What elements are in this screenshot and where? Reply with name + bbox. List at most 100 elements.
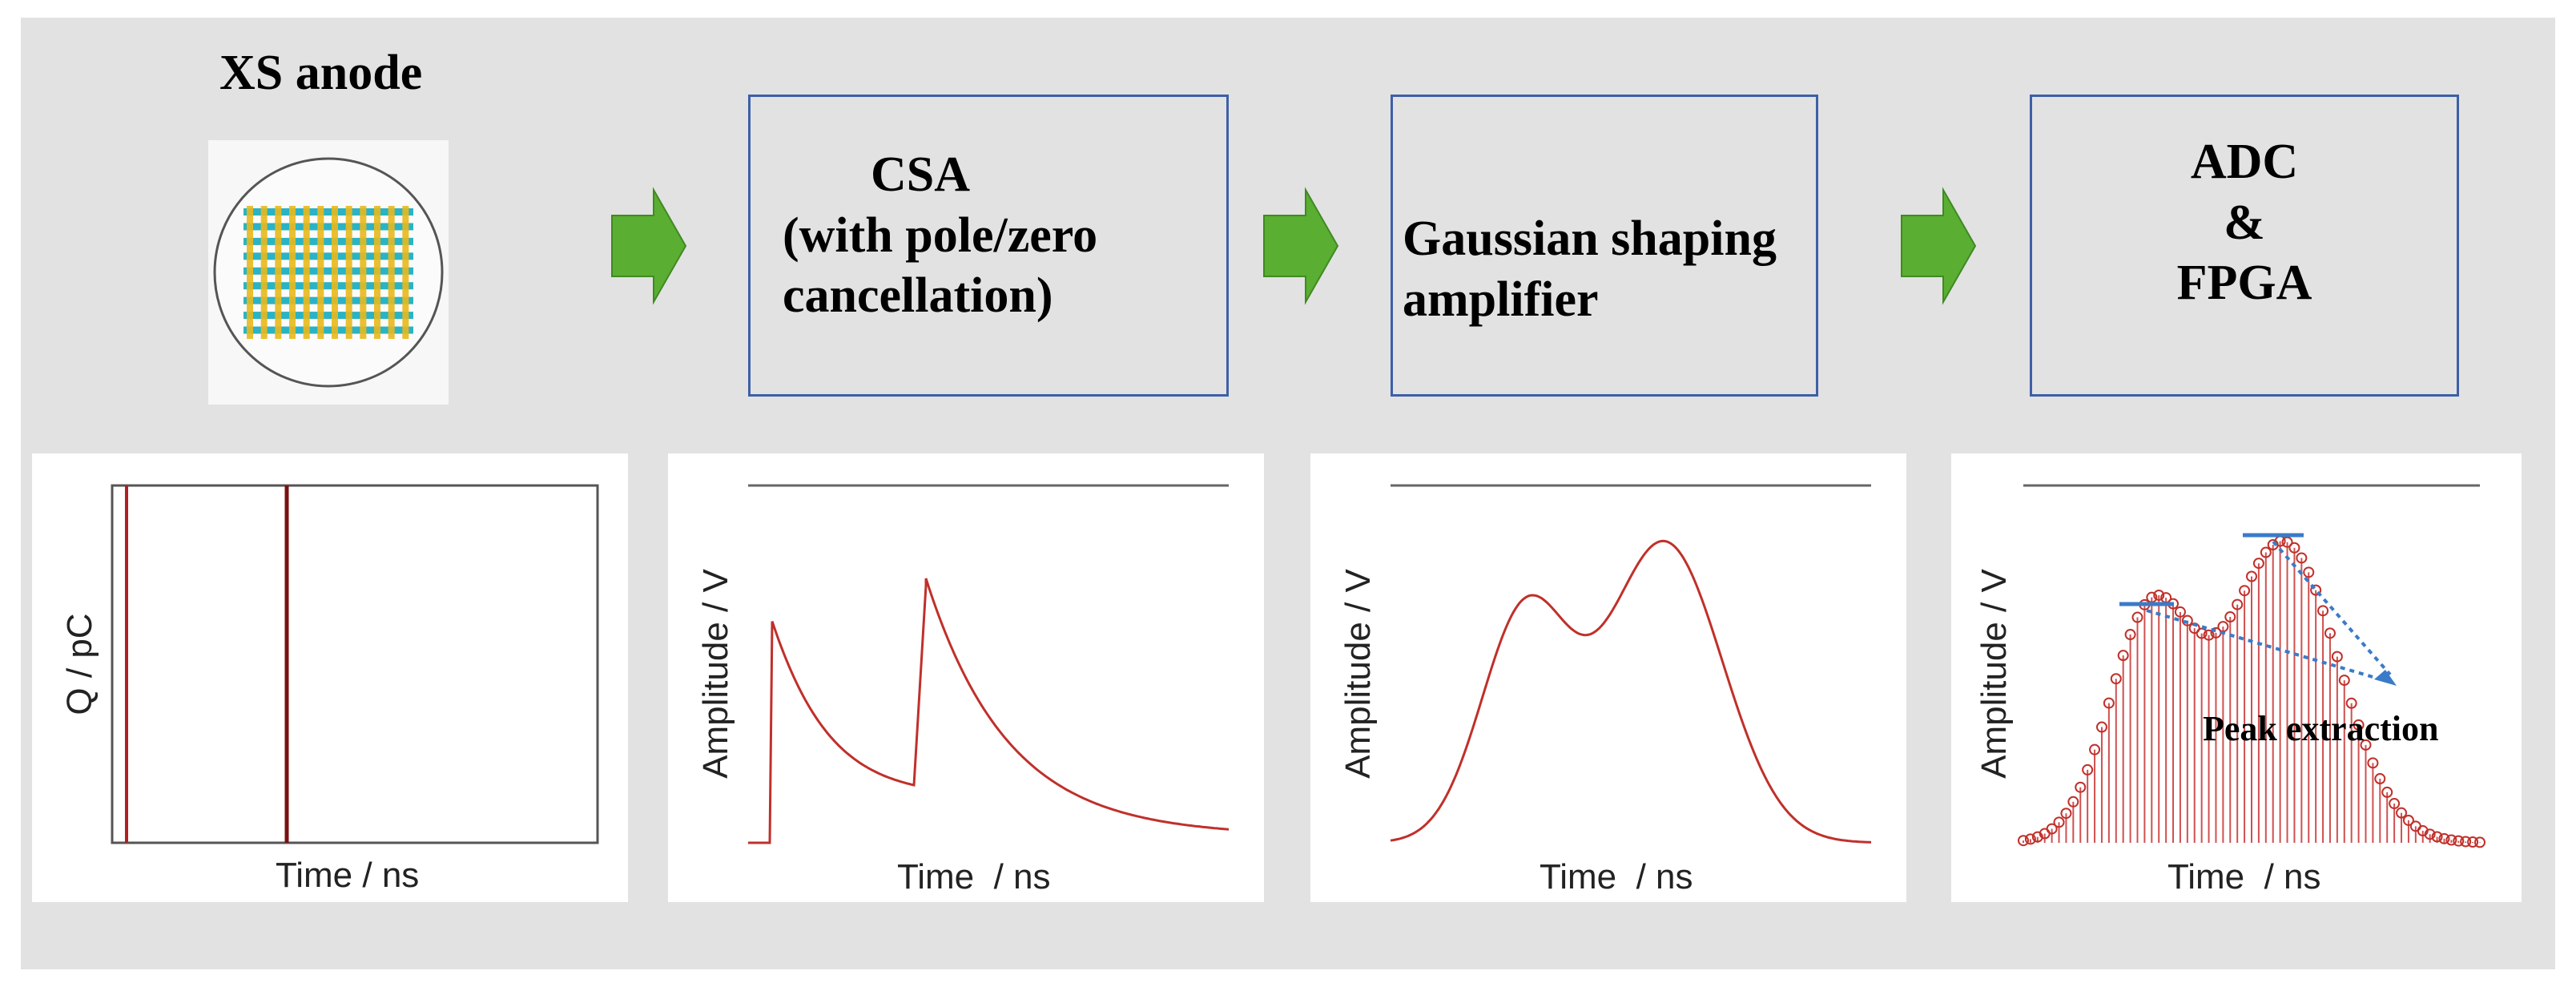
sample-point [2296, 552, 2308, 564]
csa-plot-ylabel: Amplitude / V [696, 569, 735, 779]
sample-point [2203, 629, 2215, 641]
adc-label-line-3: FPGA [2176, 256, 2312, 311]
csa-stage-box: CSA (with pole/zero cancellation) [748, 95, 1229, 397]
sample-point [2431, 831, 2443, 843]
csa-label-line-2: (with pole/zero [783, 207, 1098, 263]
csa-label-line-3: cancellation) [783, 268, 1053, 324]
peak-extraction-arrow-2 [2272, 540, 2392, 676]
adc-stage-box: ADC & FPGA [2030, 95, 2459, 397]
anode-strip-horizontal [244, 267, 413, 275]
sample-point [2324, 627, 2336, 639]
anode-strip-vertical [332, 206, 338, 339]
shaper-plot-card: Amplitude / V Time / ns [1310, 453, 1906, 902]
flow-arrow-2 [1263, 187, 1339, 305]
anode-strip-vertical [402, 206, 409, 339]
sample-point [2288, 542, 2300, 554]
sample-point [2224, 611, 2236, 623]
flow-arrow-3 [1901, 187, 1977, 305]
sample-point [2474, 836, 2485, 848]
anode-strip-vertical [374, 206, 380, 339]
sample-point [2317, 605, 2329, 617]
sample-markers [2018, 535, 2485, 848]
sample-point [2232, 598, 2244, 610]
anode-strip-vertical [289, 206, 296, 339]
sample-point [2345, 697, 2357, 709]
shaper-plot [1390, 484, 1872, 844]
sample-point [2360, 739, 2372, 751]
anode-svg [213, 157, 444, 388]
sample-point [2103, 697, 2115, 709]
anode-strip-horizontal [244, 252, 413, 260]
sampled-plot-ylabel: Amplitude / V [1974, 569, 2014, 779]
sample-point [2060, 808, 2072, 820]
sample-point [2131, 611, 2143, 623]
anode-strip-horizontal [244, 223, 413, 231]
csa-signal-line [748, 578, 1230, 844]
sample-point [2024, 833, 2036, 845]
sampled-plot [2018, 484, 2485, 848]
shaping-stage-box: Gaussian shaping amplifier [1391, 95, 1818, 397]
csa-plot [748, 484, 1230, 844]
sample-point [2467, 836, 2479, 848]
sample-point [2310, 584, 2322, 596]
flow-arrow-1 [611, 187, 687, 305]
peak-extraction-arrow-1 [2146, 609, 2385, 682]
sample-point [2353, 719, 2365, 731]
peak-extraction-arrowhead [2374, 670, 2397, 686]
sample-point [2424, 828, 2436, 840]
anode-title: XS anode [219, 46, 423, 100]
shaper-plot-xlabel: Time / ns [1540, 857, 1693, 896]
anode-strip-horizontal [244, 282, 413, 290]
anode-image [208, 140, 449, 405]
sample-point [2075, 781, 2087, 793]
sampled-plot-xlabel: Time / ns [2167, 857, 2321, 896]
anode-strip-vertical [247, 206, 253, 339]
sample-point [2260, 546, 2272, 558]
sample-point [2374, 773, 2386, 785]
sample-point [2389, 798, 2401, 810]
csa-plot-card: Amplitude / V Time / ns [668, 453, 1264, 902]
sample-point [2174, 606, 2186, 618]
adc-label-line-1: ADC [2190, 135, 2299, 189]
sample-point [2239, 585, 2251, 597]
sample-point [2402, 814, 2414, 826]
sample-point [2460, 836, 2472, 848]
sample-point [2338, 675, 2350, 687]
charge-plot-frame [111, 484, 599, 844]
sample-point [2445, 834, 2457, 846]
sample-point [2082, 763, 2094, 776]
sample-point [2381, 786, 2393, 798]
sample-point [2396, 807, 2408, 819]
charge-plot-card: Q / pC Time / ns [32, 453, 628, 902]
peak-extraction-label: Peak extraction [2203, 709, 2439, 748]
sample-point [2018, 835, 2029, 847]
anode-strip-vertical [317, 206, 324, 339]
sample-point [2281, 536, 2293, 548]
sample-point [2367, 757, 2379, 769]
charge-plot-ylabel: Q / pC [60, 613, 99, 715]
sample-point [2095, 721, 2107, 733]
anode-strip-horizontal [244, 237, 413, 245]
shaping-label-line-2: amplifier [1403, 272, 1599, 327]
anode-strip-horizontal [244, 296, 413, 304]
anode-strip-vertical [388, 206, 395, 339]
anode-strip-vertical [345, 206, 352, 339]
anode-strip-horizontal [244, 312, 413, 320]
charge-plot-xlabel: Time / ns [276, 856, 420, 895]
adc-label-line-2: & [2224, 195, 2265, 250]
sample-point [2067, 796, 2079, 808]
sample-point [2117, 650, 2129, 662]
shaped-signal-line [1390, 539, 1872, 844]
anode-strip-horizontal [244, 208, 413, 216]
sample-point [2453, 835, 2465, 847]
sample-point [2252, 558, 2264, 570]
sample-point [2153, 589, 2165, 601]
csa-label-line-1: CSA [871, 147, 971, 202]
charge-plot [111, 484, 599, 844]
anode-strip-vertical [260, 206, 268, 339]
sample-point [2438, 832, 2450, 844]
sample-point [2053, 816, 2065, 828]
anode-strip-vertical [275, 206, 282, 339]
shaping-label-line-1: Gaussian shaping [1403, 212, 1777, 266]
sample-point [2331, 651, 2343, 663]
